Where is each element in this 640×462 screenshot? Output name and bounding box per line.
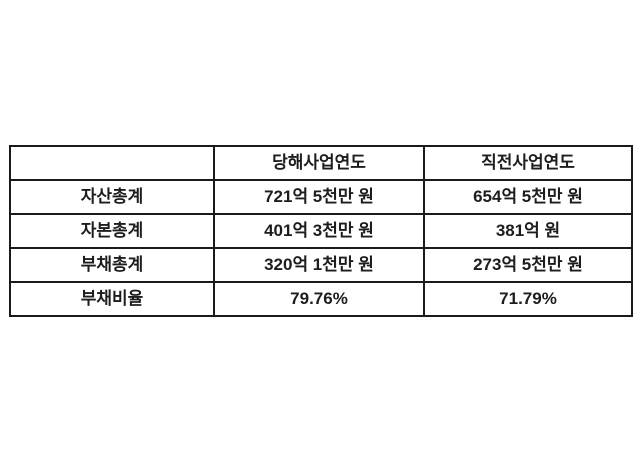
financial-summary-table: 당해사업연도 직전사업연도 자산총계 721억 5천만 원 654억 5천만 원… bbox=[9, 145, 633, 317]
row-label-debt-ratio: 부채비율 bbox=[9, 281, 215, 317]
table-header-row: 당해사업연도 직전사업연도 bbox=[9, 145, 633, 181]
table-row-total-assets: 자산총계 721억 5천만 원 654억 5천만 원 bbox=[9, 179, 633, 215]
cell-debt-ratio-previous: 71.79% bbox=[423, 281, 633, 317]
cell-total-assets-current: 721억 5천만 원 bbox=[213, 179, 425, 215]
cell-total-assets-previous: 654억 5천만 원 bbox=[423, 179, 633, 215]
row-label-total-liabilities: 부채총계 bbox=[9, 247, 215, 283]
table-row-debt-ratio: 부채비율 79.76% 71.79% bbox=[9, 281, 633, 317]
cell-total-equity-previous: 381억 원 bbox=[423, 213, 633, 249]
row-label-total-equity: 자본총계 bbox=[9, 213, 215, 249]
table-row-total-equity: 자본총계 401억 3천만 원 381억 원 bbox=[9, 213, 633, 249]
cell-total-liabilities-current: 320억 1천만 원 bbox=[213, 247, 425, 283]
table-row-total-liabilities: 부채총계 320억 1천만 원 273억 5천만 원 bbox=[9, 247, 633, 283]
cell-total-equity-current: 401억 3천만 원 bbox=[213, 213, 425, 249]
header-current-fiscal-year: 당해사업연도 bbox=[213, 145, 425, 181]
cell-debt-ratio-current: 79.76% bbox=[213, 281, 425, 317]
header-empty-cell bbox=[9, 145, 215, 181]
row-label-total-assets: 자산총계 bbox=[9, 179, 215, 215]
cell-total-liabilities-previous: 273억 5천만 원 bbox=[423, 247, 633, 283]
header-previous-fiscal-year: 직전사업연도 bbox=[423, 145, 633, 181]
